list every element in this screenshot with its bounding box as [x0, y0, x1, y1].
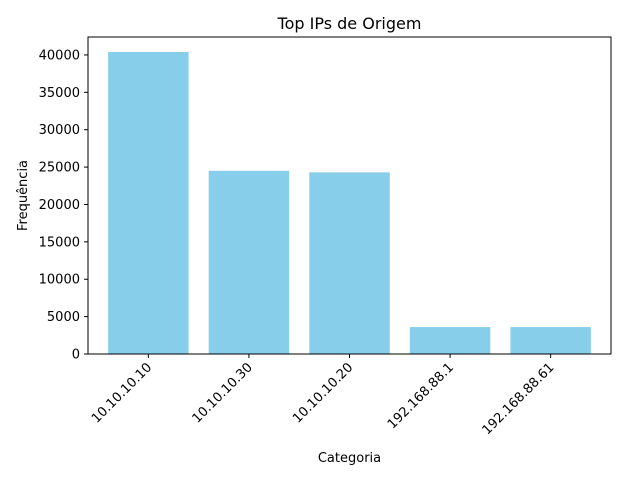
bars-group: [108, 51, 591, 355]
bar-192.168.88.1: [409, 327, 491, 354]
bar-10.10.10.20: [309, 172, 390, 354]
chart-title: Top IPs de Origem: [277, 14, 422, 33]
x-axis-label: Categoria: [318, 451, 381, 466]
y-tick-label: 25000: [39, 161, 80, 176]
y-tick-label: 0: [72, 348, 80, 363]
bar-10.10.10.10: [108, 51, 189, 355]
x-tick-label: 192.168.88.61: [480, 360, 558, 438]
y-tick-label: 30000: [39, 123, 80, 138]
x-tick-label: 10.10.10.30: [190, 360, 256, 426]
bar-10.10.10.30: [208, 170, 290, 354]
y-tick-label: 10000: [39, 273, 80, 288]
y-axis-ticks: 0 5000 10000 15000 20000 25000 30000 35000 40000: [39, 48, 88, 363]
plot-frame: [87, 36, 612, 355]
y-tick-label: 35000: [39, 86, 80, 101]
y-axis-label: Frequência: [16, 160, 31, 231]
x-tick-label: 192.168.88.1: [385, 360, 457, 432]
x-tick-label: 10.10.10.10: [89, 360, 155, 426]
x-tick-label: 10.10.10.20: [290, 360, 356, 426]
y-tick-label: 20000: [39, 198, 80, 213]
bar-192.168.88.61: [510, 327, 591, 354]
x-axis-ticks: 10.10.10.10 10.10.10.30 10.10.10.20 192.168…: [89, 354, 557, 438]
y-tick-label: 40000: [39, 48, 80, 63]
y-tick-label: 5000: [47, 310, 80, 325]
y-tick-label: 15000: [39, 235, 80, 250]
